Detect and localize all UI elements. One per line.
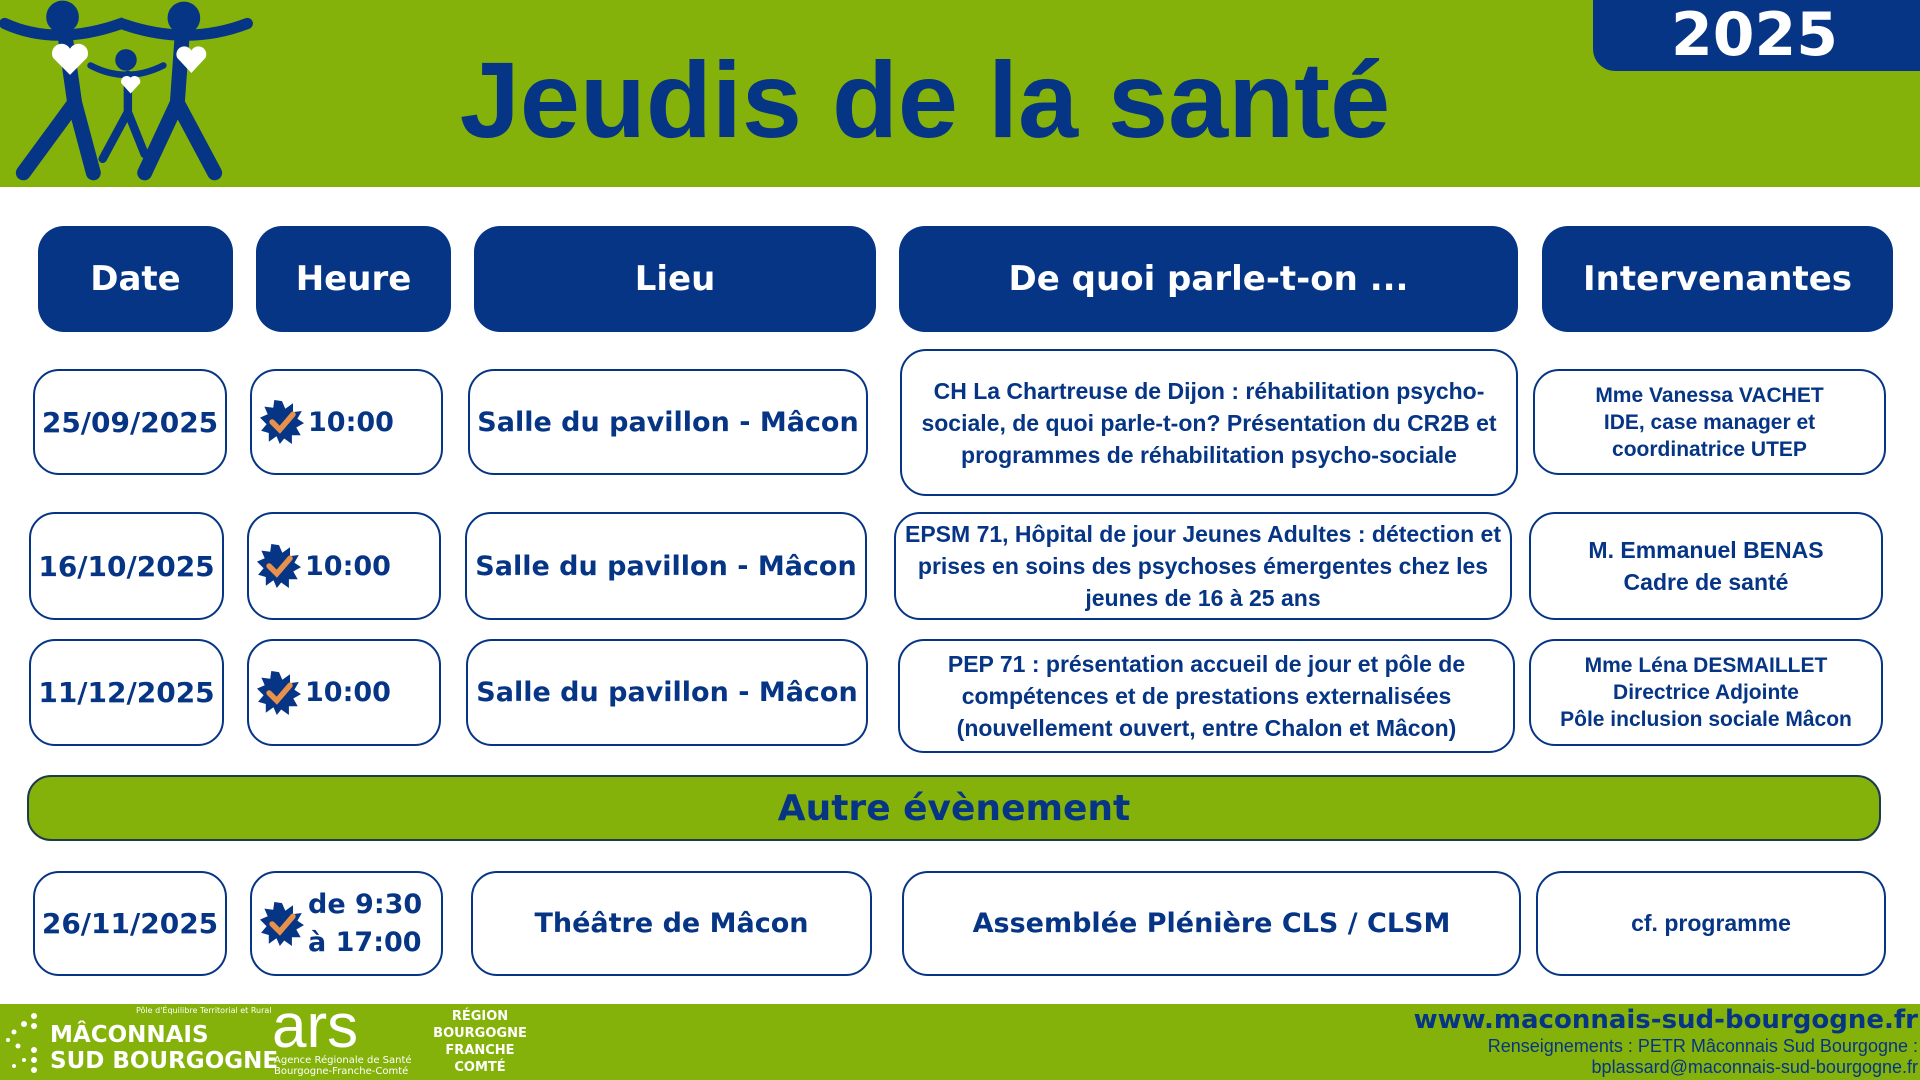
- email-link[interactable]: bplassard@maconnais-sud-bourgogne.fr: [1591, 1057, 1918, 1077]
- event-place: Théâtre de Mâcon: [471, 871, 872, 976]
- row-date: 25/09/2025: [33, 369, 227, 475]
- column-header-speakers: Intervenantes: [1542, 226, 1893, 332]
- row-place: Salle du pavillon - Mâcon: [465, 512, 867, 620]
- row-time: 10:00: [247, 639, 441, 746]
- petr-dots-logo: [6, 1013, 37, 1073]
- time-text: 10:00: [308, 406, 394, 438]
- time-end: à 17:00: [308, 926, 422, 958]
- row-place: Salle du pavillon - Mâcon: [466, 639, 868, 746]
- column-header-place: Lieu: [474, 226, 876, 332]
- website-link[interactable]: www.maconnais-sud-bourgogne.fr: [1413, 1005, 1918, 1035]
- event-time: de 9:30 à 17:00: [250, 871, 443, 976]
- time-text: 10:00: [305, 550, 391, 582]
- check-badge-icon: [257, 544, 301, 588]
- row-topic: PEP 71 : présentation accueil de jour et…: [898, 639, 1515, 753]
- row-date: 16/10/2025: [29, 512, 224, 620]
- check-badge-icon: [257, 670, 301, 715]
- family-hearts-logo: [0, 0, 253, 181]
- event-topic: Assemblée Plénière CLS / CLSM: [902, 871, 1521, 976]
- time-start: de 9:30: [308, 888, 423, 920]
- check-badge-icon: [260, 901, 304, 946]
- row-speaker: Mme Vanessa VACHET IDE, case manager et …: [1533, 369, 1886, 475]
- petr-tagline: Pôle d'Équilibre Territorial et Rural: [136, 1006, 272, 1015]
- time-text: 10:00: [305, 677, 391, 708]
- row-date: 11/12/2025: [29, 639, 224, 746]
- other-event-banner: Autre évènement: [27, 775, 1881, 841]
- check-badge-icon: [260, 400, 304, 444]
- row-time: 10:00: [247, 512, 441, 620]
- event-speaker: cf. programme: [1536, 871, 1886, 976]
- column-header-topic: De quoi parle-t-on ...: [899, 226, 1518, 332]
- row-time: 10:00: [250, 369, 443, 475]
- footer: [0, 1004, 1920, 1080]
- row-place: Salle du pavillon - Mâcon: [468, 369, 868, 475]
- row-speaker: M. Emmanuel BENAS Cadre de santé: [1529, 512, 1883, 620]
- year-badge: 2025: [1593, 0, 1920, 71]
- region-logo: RÉGION BOURGOGNE FRANCHE COMTÉ: [433, 1009, 527, 1075]
- event-date: 26/11/2025: [33, 871, 227, 976]
- ars-logo: ars: [272, 992, 359, 1061]
- row-topic: CH La Chartreuse de Dijon : réhabilitati…: [900, 349, 1518, 496]
- column-header-date: Date: [38, 226, 233, 332]
- column-header-time: Heure: [256, 226, 451, 332]
- footer-contact: www.maconnais-sud-bourgogne.fr Renseigne…: [1414, 1004, 1918, 1078]
- page-title: Jeudis de la santé: [459, 39, 1391, 160]
- ars-caption: Agence Régionale de Santé Bourgogne-Franc…: [274, 1055, 412, 1077]
- info-text: Renseignements : PETR Mâconnais Sud Bour…: [1487, 1036, 1918, 1056]
- row-topic: EPSM 71, Hôpital de jour Jeunes Adultes …: [894, 512, 1512, 620]
- row-speaker: Mme Léna DESMAILLET Directrice Adjointe …: [1529, 639, 1883, 746]
- petr-logo-text: MÂCONNAIS SUD BOURGOGNE: [50, 1022, 279, 1074]
